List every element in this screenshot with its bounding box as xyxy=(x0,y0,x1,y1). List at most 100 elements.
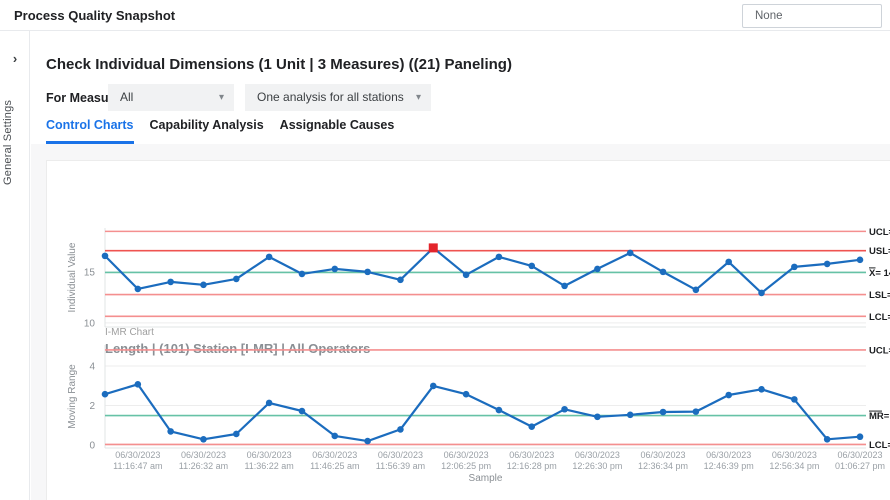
data-point xyxy=(495,406,503,414)
data-point xyxy=(134,285,142,293)
x-tick-label: 06/30/2023 11:26:32 am xyxy=(179,450,228,471)
data-point xyxy=(429,382,437,390)
data-point xyxy=(594,265,601,273)
out-of-control-point xyxy=(428,243,438,253)
control-line-label: UCL= xyxy=(869,345,890,356)
data-point xyxy=(856,433,864,441)
data-point xyxy=(200,281,207,289)
x-tick-label: 06/30/2023 12:26:30 pm xyxy=(572,450,622,471)
app-header: Process Quality Snapshot None xyxy=(0,0,890,31)
x-axis-title: Sample xyxy=(469,473,503,484)
tab-capability-analysis[interactable]: Capability Analysis xyxy=(149,118,264,132)
data-point xyxy=(856,256,864,264)
data-point xyxy=(397,276,404,284)
data-point xyxy=(331,265,339,273)
data-point xyxy=(791,396,798,403)
sidebar: › General Settings xyxy=(0,31,30,500)
data-point xyxy=(528,262,536,270)
data-point xyxy=(594,413,601,421)
data-point xyxy=(626,249,634,257)
measure-dropdown[interactable]: All ▾ xyxy=(108,84,234,111)
chart-subtitle: Length | (101) Station [I-MR] | All Oper… xyxy=(105,341,371,356)
data-point xyxy=(659,408,667,416)
y-tick-label: 4 xyxy=(89,361,95,372)
control-line-label: X= 14 xyxy=(869,268,890,279)
control-line-label: LCL= xyxy=(869,312,890,323)
data-point xyxy=(758,289,765,297)
x-tick-label: 06/30/2023 12:36:34 pm xyxy=(638,450,688,471)
data-point xyxy=(397,426,404,433)
y-tick-label: 15 xyxy=(84,267,96,278)
data-point xyxy=(528,423,536,430)
data-point xyxy=(298,407,306,415)
chart-card: I-MR Chart Length | (101) Station [I-MR]… xyxy=(46,160,890,500)
data-point xyxy=(265,399,273,407)
data-point xyxy=(331,432,339,440)
y-tick-label: 10 xyxy=(84,318,96,329)
data-point xyxy=(823,260,831,268)
y-tick-label: 2 xyxy=(89,401,95,412)
control-line-label: MR= 1 xyxy=(869,411,890,422)
x-tick-label: 06/30/2023 11:46:25 am xyxy=(310,450,359,471)
data-point xyxy=(561,282,568,290)
control-line-label: LCL= xyxy=(869,440,890,451)
data-point xyxy=(626,411,634,419)
data-point xyxy=(462,271,470,279)
app-title: Process Quality Snapshot xyxy=(14,8,176,23)
tab-bar: Control Charts Capability Analysis Assigna… xyxy=(46,118,410,144)
filter-dropdown[interactable]: None xyxy=(742,4,882,28)
data-point xyxy=(823,436,831,443)
data-point xyxy=(298,270,306,278)
data-point xyxy=(692,408,700,415)
page-title: Check Individual Dimensions (1 Unit | 3 … xyxy=(46,56,512,73)
data-point xyxy=(101,252,109,260)
analysis-dropdown-value: One analysis for all stations xyxy=(257,90,404,104)
series-line xyxy=(104,246,861,294)
data-point xyxy=(101,390,109,398)
data-point xyxy=(758,385,765,393)
x-tick-label: 06/30/2023 01:06:27 pm xyxy=(835,450,885,471)
data-point xyxy=(134,381,142,388)
chart-kicker: I-MR Chart xyxy=(105,327,154,338)
data-point xyxy=(659,268,667,276)
x-tick-label: 06/30/2023 11:56:39 am xyxy=(376,450,425,471)
x-tick-label: 06/30/2023 12:06:25 pm xyxy=(441,450,491,471)
x-tick-label: 06/30/2023 11:36:22 am xyxy=(244,450,293,471)
series-line xyxy=(104,383,861,443)
x-tick-label: 06/30/2023 12:16:28 pm xyxy=(507,450,557,471)
data-point xyxy=(462,390,470,398)
data-point xyxy=(791,263,798,271)
x-tick-label: 06/30/2023 11:16:47 am xyxy=(113,450,162,471)
data-point xyxy=(495,253,503,261)
chevron-down-icon: ▾ xyxy=(218,92,224,103)
x-tick-label: 06/30/2023 12:46:39 pm xyxy=(704,450,754,471)
data-point xyxy=(167,278,174,286)
x-tick-label: 06/30/2023 12:56:34 pm xyxy=(769,450,819,471)
filter-dropdown-value: None xyxy=(755,10,783,22)
data-point xyxy=(725,258,732,266)
data-point xyxy=(364,437,371,445)
control-line-label: USL= xyxy=(869,246,890,257)
data-point xyxy=(233,275,240,283)
data-point xyxy=(233,430,240,438)
data-point xyxy=(561,405,568,413)
y-axis-title: Moving Range xyxy=(67,364,78,429)
control-line-label: LSL= xyxy=(869,290,890,301)
chevron-right-icon: › xyxy=(12,50,18,66)
sidebar-item-general-settings[interactable]: General Settings xyxy=(2,99,14,185)
measure-dropdown-value: All xyxy=(120,90,134,104)
y-tick-label: 0 xyxy=(89,441,95,452)
tab-control-charts[interactable]: Control Charts xyxy=(46,118,134,144)
control-line-label: UCL= xyxy=(869,227,890,238)
data-point xyxy=(167,428,174,435)
for-measure-label: For Measure: xyxy=(46,91,125,105)
analysis-dropdown[interactable]: One analysis for all stations ▾ xyxy=(245,84,431,111)
chevron-down-icon: ▾ xyxy=(415,92,421,103)
y-axis-title: Individual Value xyxy=(67,242,78,312)
sidebar-expand-button[interactable]: › xyxy=(6,49,24,67)
data-point xyxy=(265,253,273,261)
tab-assignable-causes[interactable]: Assignable Causes xyxy=(279,118,395,132)
data-point xyxy=(692,286,700,294)
data-point xyxy=(725,391,732,399)
